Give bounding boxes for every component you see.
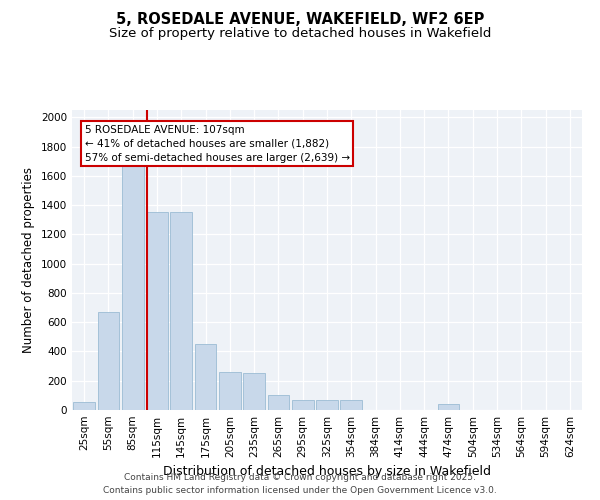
Y-axis label: Number of detached properties: Number of detached properties [22,167,35,353]
Bar [316,400,338,410]
Text: Contains HM Land Registry data © Crown copyright and database right 2025.
Contai: Contains HM Land Registry data © Crown c… [103,473,497,495]
Bar [170,212,192,410]
Bar [219,372,241,410]
Bar [292,400,314,410]
Text: 5 ROSEDALE AVENUE: 107sqm
← 41% of detached houses are smaller (1,882)
57% of se: 5 ROSEDALE AVENUE: 107sqm ← 41% of detac… [85,124,350,162]
Bar [268,396,289,410]
Bar [194,344,217,410]
Bar [243,372,265,410]
Bar [340,400,362,410]
Bar [437,404,460,410]
Bar [146,212,168,410]
X-axis label: Distribution of detached houses by size in Wakefield: Distribution of detached houses by size … [163,466,491,478]
Text: Size of property relative to detached houses in Wakefield: Size of property relative to detached ho… [109,28,491,40]
Bar [122,134,143,410]
Text: 5, ROSEDALE AVENUE, WAKEFIELD, WF2 6EP: 5, ROSEDALE AVENUE, WAKEFIELD, WF2 6EP [116,12,484,28]
Bar [97,312,119,410]
Bar [73,402,95,410]
